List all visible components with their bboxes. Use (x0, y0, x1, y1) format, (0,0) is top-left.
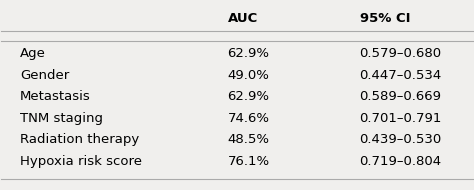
Text: Metastasis: Metastasis (20, 90, 91, 103)
Text: 48.5%: 48.5% (228, 133, 270, 146)
Text: 0.719–0.804: 0.719–0.804 (359, 155, 442, 168)
Text: 62.9%: 62.9% (228, 47, 270, 60)
Text: 49.0%: 49.0% (228, 69, 269, 82)
Text: TNM staging: TNM staging (20, 112, 103, 125)
Text: Radiation therapy: Radiation therapy (20, 133, 139, 146)
Text: Age: Age (20, 47, 46, 60)
Text: 0.701–0.791: 0.701–0.791 (359, 112, 442, 125)
Text: Hypoxia risk score: Hypoxia risk score (20, 155, 142, 168)
Text: 0.579–0.680: 0.579–0.680 (359, 47, 442, 60)
Text: 74.6%: 74.6% (228, 112, 270, 125)
Text: AUC: AUC (228, 12, 258, 25)
Text: 95% CI: 95% CI (359, 12, 410, 25)
Text: 0.439–0.530: 0.439–0.530 (359, 133, 442, 146)
Text: 62.9%: 62.9% (228, 90, 270, 103)
Text: 0.589–0.669: 0.589–0.669 (359, 90, 441, 103)
Text: 76.1%: 76.1% (228, 155, 270, 168)
Text: 0.447–0.534: 0.447–0.534 (359, 69, 442, 82)
Text: Gender: Gender (20, 69, 70, 82)
